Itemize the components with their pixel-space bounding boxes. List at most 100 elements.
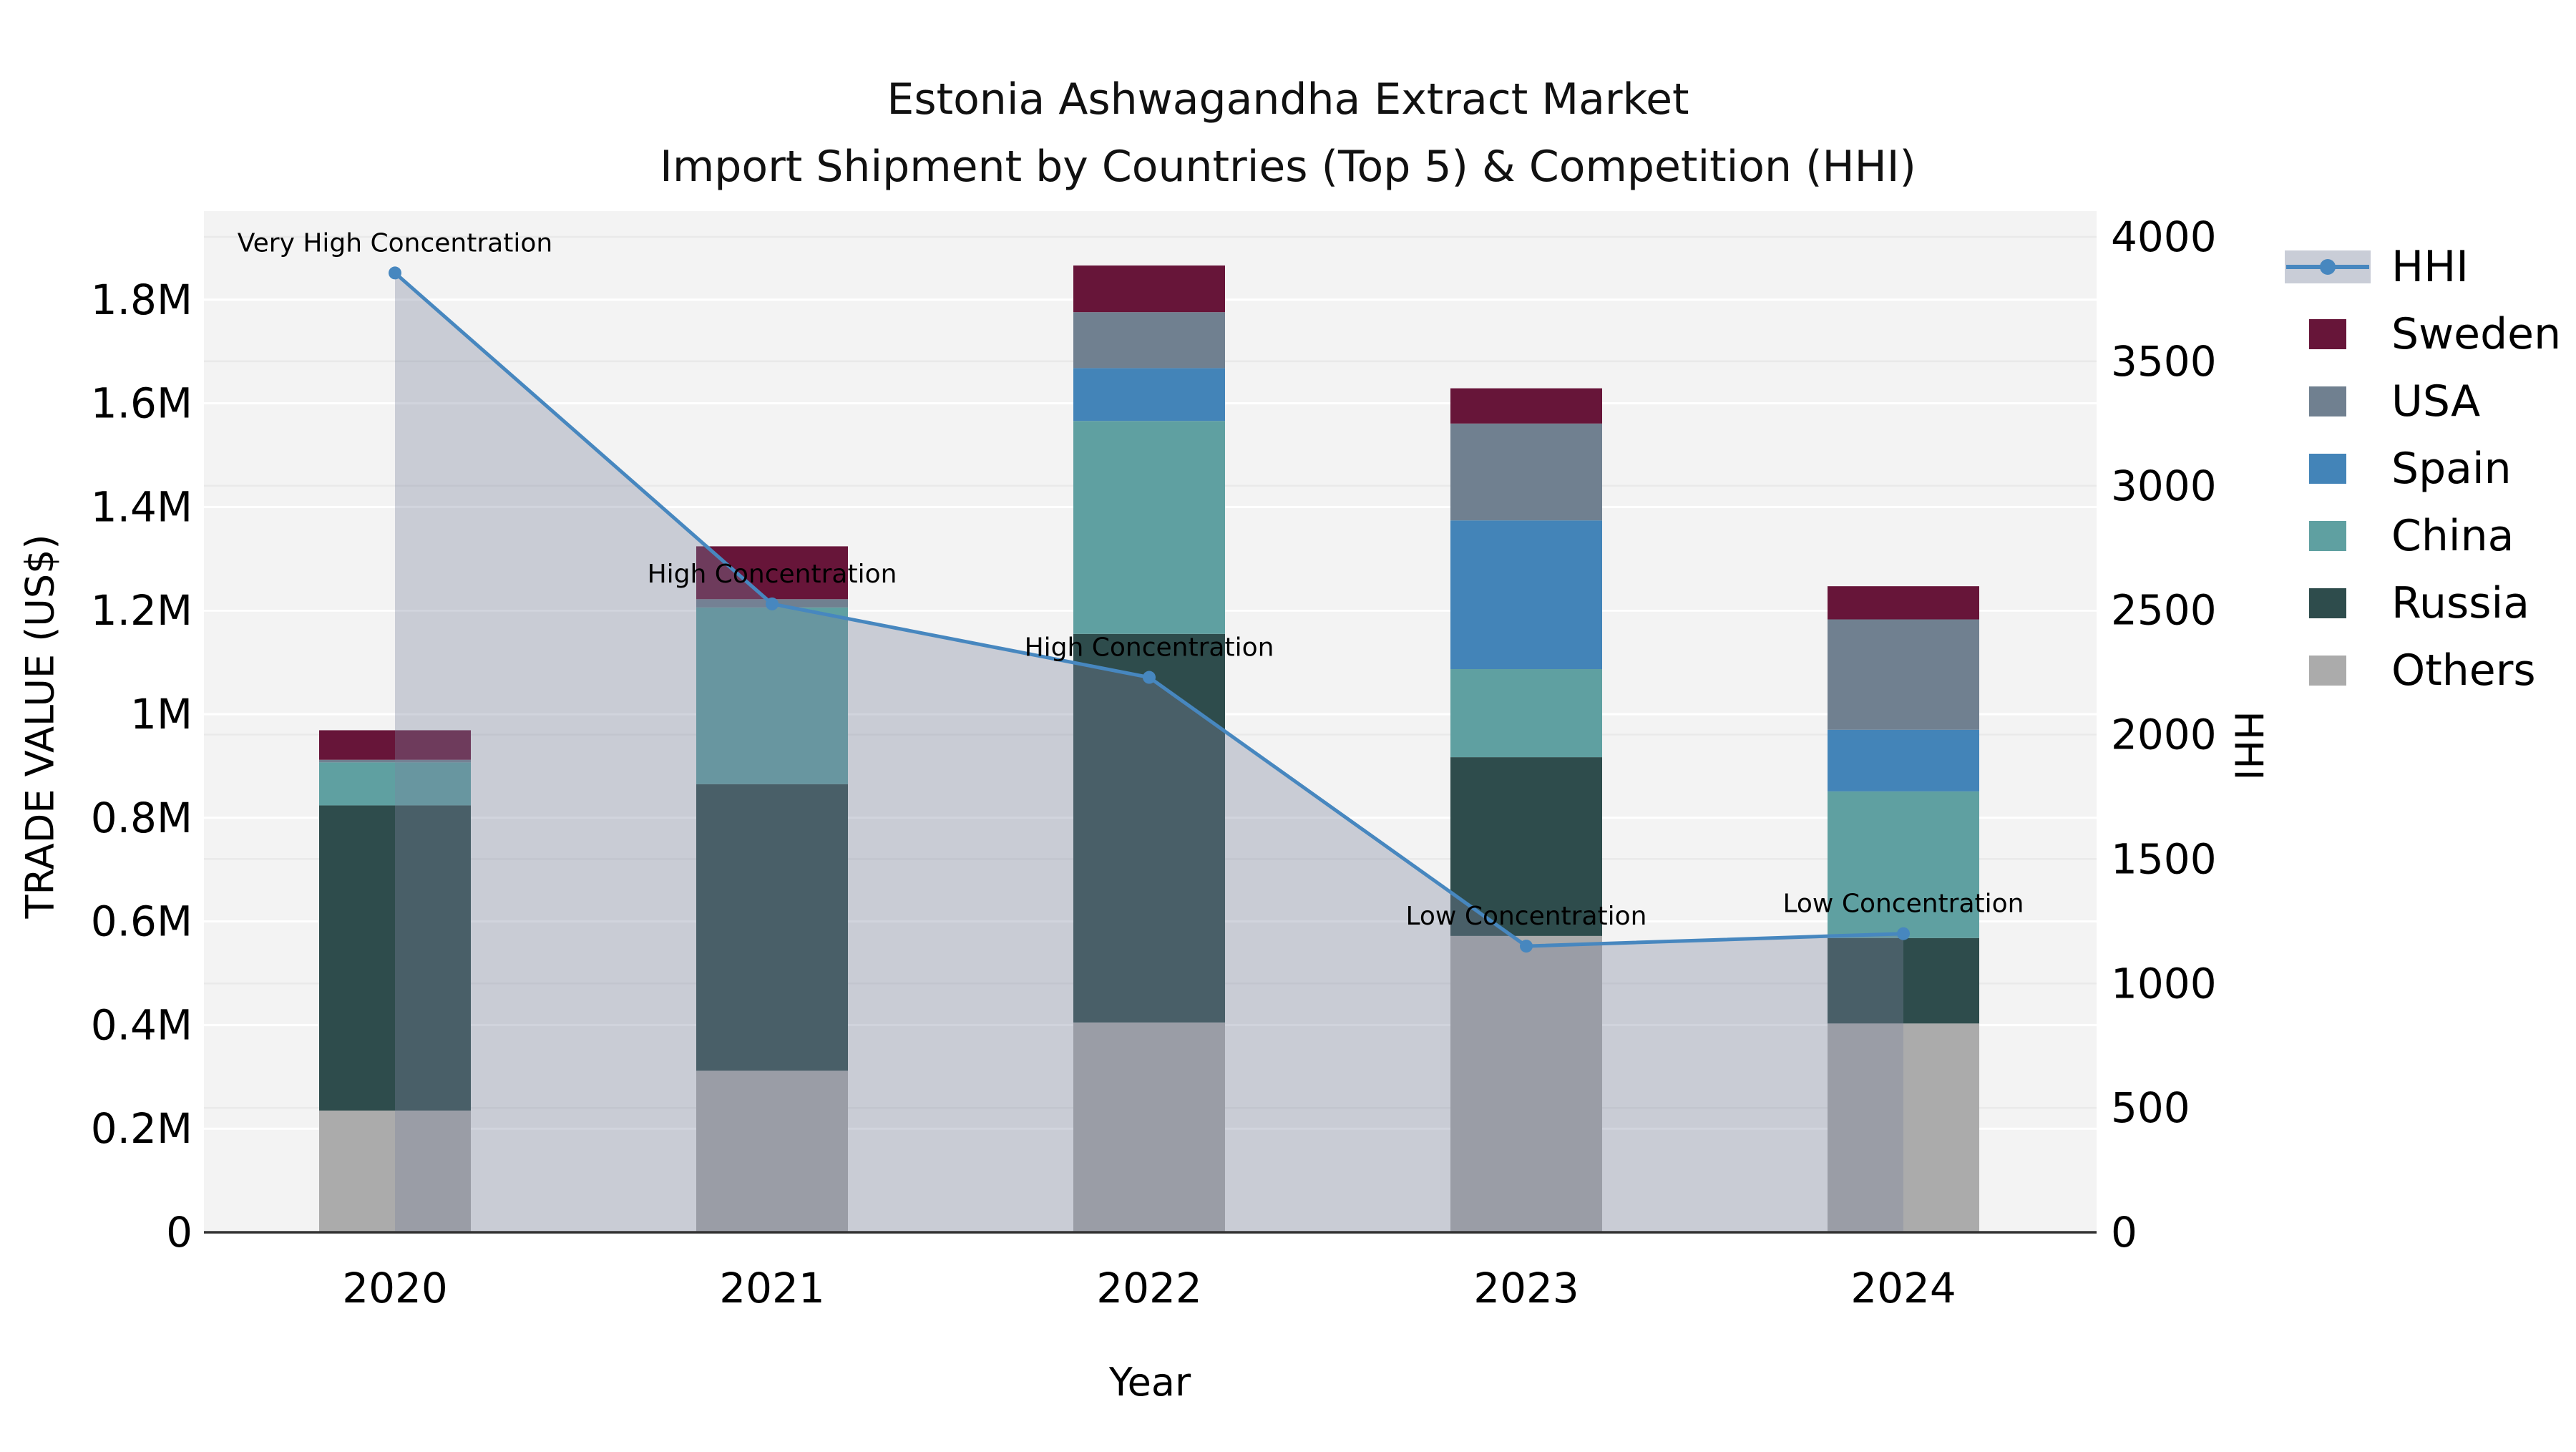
legend-item-russia: Russia (2284, 570, 2561, 637)
bar-segment-spain-2023 (1450, 520, 1602, 670)
y-left-tick-label: 0.2M (91, 1104, 192, 1153)
y-right-tick-label: 500 (2111, 1083, 2190, 1132)
legend-item-hhi: HHI (2284, 233, 2561, 301)
hhi-point-2021 (766, 597, 779, 610)
hhi-legend-swatch (2285, 250, 2371, 283)
legend-swatch-slot (2284, 656, 2371, 686)
legend-swatch-slot (2284, 521, 2371, 551)
legend-label-china: China (2391, 511, 2514, 561)
hhi-area-fill (395, 273, 1903, 1233)
hhi-annotation-2024: Low Concentration (1782, 890, 2024, 919)
bar-segment-russia-2023 (1450, 757, 1602, 936)
bar-segment-usa-2024 (1828, 619, 1979, 730)
y-right-tick-label: 3500 (2111, 337, 2217, 386)
bar-segment-china-2022 (1073, 421, 1225, 634)
bar-segment-russia-2021 (696, 784, 848, 1071)
legend-label-usa: USA (2391, 376, 2481, 427)
bar-segment-usa-2020 (319, 759, 471, 763)
chart-title-line1: Estonia Ashwagandha Extract Market (887, 74, 1689, 125)
y-right-tick-label: 2000 (2111, 711, 2217, 759)
legend-item-spain: Spain (2284, 435, 2561, 502)
legend: HHI Sweden USA Spain China Russia (2284, 233, 2561, 704)
bar-segment-usa-2022 (1073, 312, 1225, 369)
bar-segment-russia-2024 (1828, 937, 1979, 1024)
legend-swatch-slot (2284, 250, 2371, 283)
bar-segment-spain-2024 (1828, 729, 1979, 791)
bar-segment-others-2022 (1073, 1022, 1225, 1232)
legend-swatch-others (2309, 656, 2346, 686)
hhi-annotation-2020: Very High Concentration (238, 228, 552, 258)
legend-label-sweden: Sweden (2391, 309, 2562, 359)
legend-swatch-slot (2284, 319, 2371, 349)
hhi-point-2024 (1897, 927, 1910, 940)
bar-segment-others-2024 (1828, 1023, 1979, 1232)
y-left-tick-label: 0.8M (91, 794, 192, 842)
y-left-tick-label: 0 (166, 1208, 192, 1257)
y-left-tick-label: 1.2M (91, 586, 192, 635)
hhi-annotation-2021: High Concentration (648, 560, 897, 589)
legend-label-russia: Russia (2391, 578, 2529, 628)
hhi-annotation-2022: High Concentration (1025, 633, 1274, 663)
legend-swatch-spain (2309, 454, 2346, 484)
y-right-tick-label: 3000 (2111, 462, 2217, 510)
x-tick-label: 2020 (342, 1264, 448, 1312)
y-left-tick-label: 1.8M (91, 276, 192, 324)
y-axis-label-right: HHI (2225, 711, 2271, 781)
y-axis-label-left: TRADE VALUE (US$) (17, 534, 63, 919)
hhi-line-icon (2286, 259, 2369, 275)
y-left-tick-label: 0.4M (91, 1000, 192, 1049)
y-left-tick-label: 1.4M (91, 482, 192, 531)
bar-segment-china-2021 (696, 607, 848, 784)
y-left-tick-label: 1M (130, 690, 192, 739)
bar-segment-china-2020 (319, 762, 471, 806)
legend-swatch-slot (2284, 386, 2371, 416)
legend-swatch-slot (2284, 454, 2371, 484)
bar-segment-others-2021 (696, 1071, 848, 1232)
hhi-annotation-2023: Low Concentration (1405, 902, 1646, 931)
bar-segment-china-2023 (1450, 669, 1602, 758)
legend-swatch-russia (2309, 588, 2346, 618)
chart-title: Estonia Ashwagandha Extract Market Impor… (0, 66, 2576, 200)
x-axis-label: Year (1108, 1360, 1191, 1405)
legend-swatch-china (2309, 521, 2346, 551)
legend-label-others: Others (2391, 645, 2536, 696)
legend-item-sweden: Sweden (2284, 301, 2561, 368)
legend-item-usa: USA (2284, 368, 2561, 435)
legend-item-others: Others (2284, 637, 2561, 704)
chart-title-line2: Import Shipment by Countries (Top 5) & C… (660, 142, 1916, 192)
y-right-tick-label: 1000 (2111, 959, 2217, 1008)
y-right-tick-label: 4000 (2111, 213, 2217, 261)
legend-item-china: China (2284, 502, 2561, 570)
x-tick-label: 2021 (719, 1264, 825, 1312)
bar-segment-sweden-2020 (319, 730, 471, 760)
x-tick-label: 2023 (1473, 1264, 1579, 1312)
legend-label-hhi: HHI (2391, 242, 2469, 292)
y-left-tick-label: 0.6M (91, 897, 192, 946)
legend-swatch-usa (2309, 386, 2346, 416)
bar-segment-spain-2022 (1073, 368, 1225, 422)
bar-segment-usa-2023 (1450, 423, 1602, 521)
y-right-tick-label: 0 (2111, 1208, 2137, 1257)
bar-segment-china-2024 (1828, 791, 1979, 938)
y-right-tick-label: 2500 (2111, 586, 2217, 635)
bar-segment-sweden-2021 (696, 546, 848, 600)
bar-segment-sweden-2024 (1828, 586, 1979, 620)
y-right-tick-label: 1500 (2111, 834, 2217, 883)
hhi-point-2023 (1520, 940, 1533, 953)
bar-segment-others-2023 (1450, 935, 1602, 1232)
bar-segment-others-2020 (319, 1110, 471, 1232)
x-tick-label: 2022 (1096, 1264, 1202, 1312)
legend-swatch-slot (2284, 588, 2371, 618)
bar-segment-russia-2022 (1073, 633, 1225, 1023)
legend-swatch-sweden (2309, 319, 2346, 349)
legend-label-spain: Spain (2391, 444, 2512, 494)
bar-segment-sweden-2022 (1073, 265, 1225, 313)
x-tick-label: 2024 (1850, 1264, 1956, 1312)
bar-segment-russia-2020 (319, 805, 471, 1111)
bar-segment-sweden-2023 (1450, 388, 1602, 424)
y-left-tick-label: 1.6M (91, 379, 192, 428)
hhi-point-2020 (389, 266, 401, 280)
hhi-point-2022 (1143, 671, 1156, 684)
